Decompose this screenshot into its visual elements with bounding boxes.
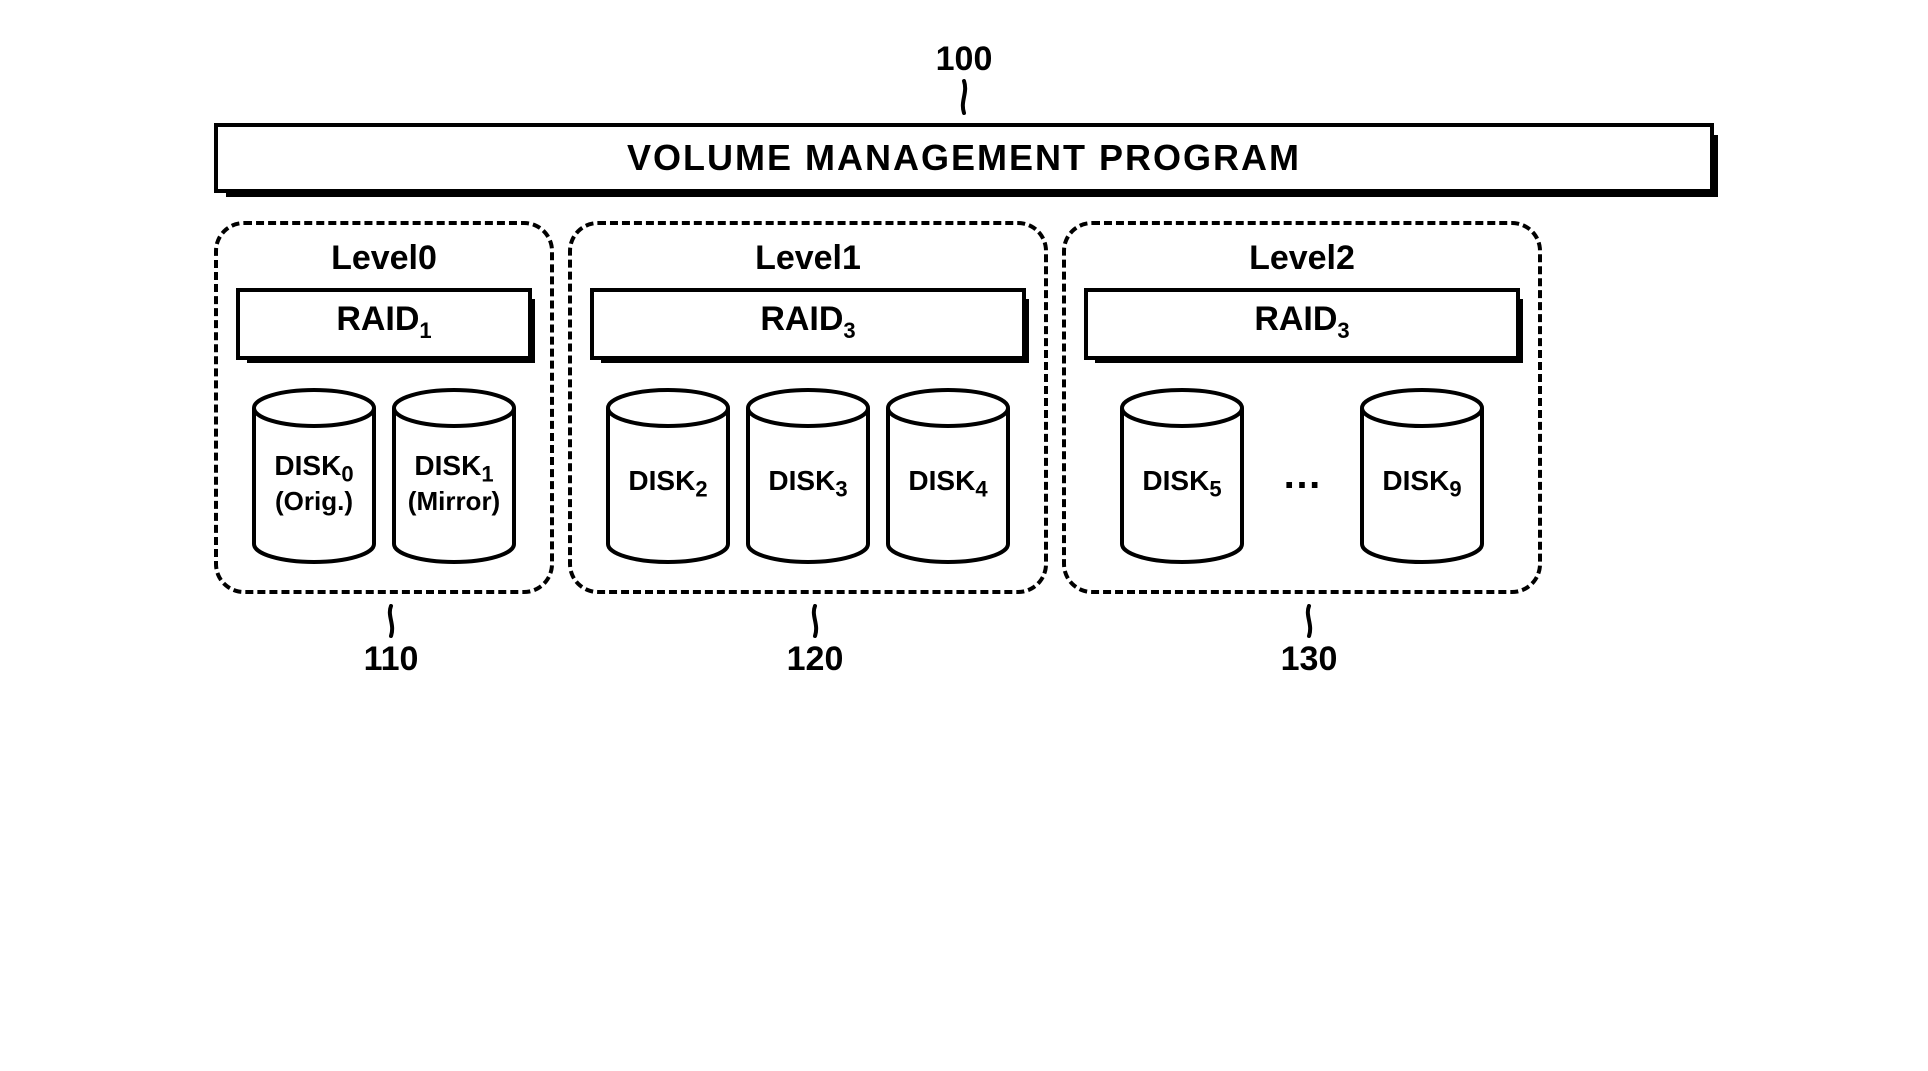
raid-subscript: 3 (843, 318, 855, 343)
raid-subscript: 3 (1337, 318, 1349, 343)
level-title: Level1 (590, 239, 1026, 278)
leader-tick-bottom (371, 604, 411, 638)
leader-tick-bottom (1289, 604, 1329, 638)
raid-label: RAID (1254, 300, 1337, 338)
disk-icon: DISK3 (744, 386, 872, 566)
disks-row: DISK2 DISK3 DISK4 (590, 386, 1026, 566)
raid-box: RAID1 (236, 288, 532, 360)
title-text: VOLUME MANAGEMENT PROGRAM (627, 137, 1301, 178)
ref-100-text: 100 (936, 40, 993, 78)
level-box-0: Level0 RAID1 DISK0(Orig.) DISK1(Mirror) (214, 221, 554, 594)
raid-label: RAID (336, 300, 419, 338)
raid-box: RAID3 (1084, 288, 1520, 360)
bottom-references-row: 110 120 130 (214, 604, 1714, 679)
ellipsis: … (1258, 453, 1346, 498)
ref-text: 110 (364, 640, 419, 678)
diagram-canvas: 100 VOLUME MANAGEMENT PROGRAM Level0 RAID… (214, 40, 1714, 679)
level-title: Level0 (236, 239, 532, 278)
disk-icon: DISK9 (1358, 386, 1486, 566)
disk-icon: DISK2 (604, 386, 732, 566)
level-title: Level2 (1084, 239, 1520, 278)
disk-label: DISK4 (884, 386, 1012, 566)
disks-row: DISK5 … DISK9 (1084, 386, 1520, 566)
bottom-reference: 130 (1062, 604, 1556, 679)
level-box-2: Level2 RAID3 DISK5 … DISK9 (1062, 221, 1542, 594)
bottom-reference: 120 (568, 604, 1062, 679)
ref-text: 130 (1281, 640, 1338, 678)
disk-label: DISK0(Orig.) (250, 386, 378, 566)
disk-icon: DISK5 (1118, 386, 1246, 566)
leader-tick-bottom (795, 604, 835, 638)
disk-icon: DISK0(Orig.) (250, 386, 378, 566)
disk-label: DISK3 (744, 386, 872, 566)
raid-box: RAID3 (590, 288, 1026, 360)
disks-row: DISK0(Orig.) DISK1(Mirror) (236, 386, 532, 566)
levels-row: Level0RAID1 DISK0(Orig.) DISK1(Mirror)Le… (214, 221, 1714, 594)
title-box: VOLUME MANAGEMENT PROGRAM (214, 123, 1714, 193)
raid-subscript: 1 (419, 318, 431, 343)
ref-text: 120 (787, 640, 844, 678)
disk-icon: DISK4 (884, 386, 1012, 566)
disk-icon: DISK1(Mirror) (390, 386, 518, 566)
raid-label: RAID (760, 300, 843, 338)
disk-label: DISK5 (1118, 386, 1246, 566)
disk-label: DISK1(Mirror) (390, 386, 518, 566)
disk-label: DISK9 (1358, 386, 1486, 566)
level-box-1: Level1 RAID3 DISK2 DISK3 DISK4 (568, 221, 1048, 594)
bottom-reference: 110 (214, 604, 568, 679)
disk-label: DISK2 (604, 386, 732, 566)
leader-tick-top (944, 79, 984, 115)
top-reference-label: 100 (214, 40, 1714, 115)
